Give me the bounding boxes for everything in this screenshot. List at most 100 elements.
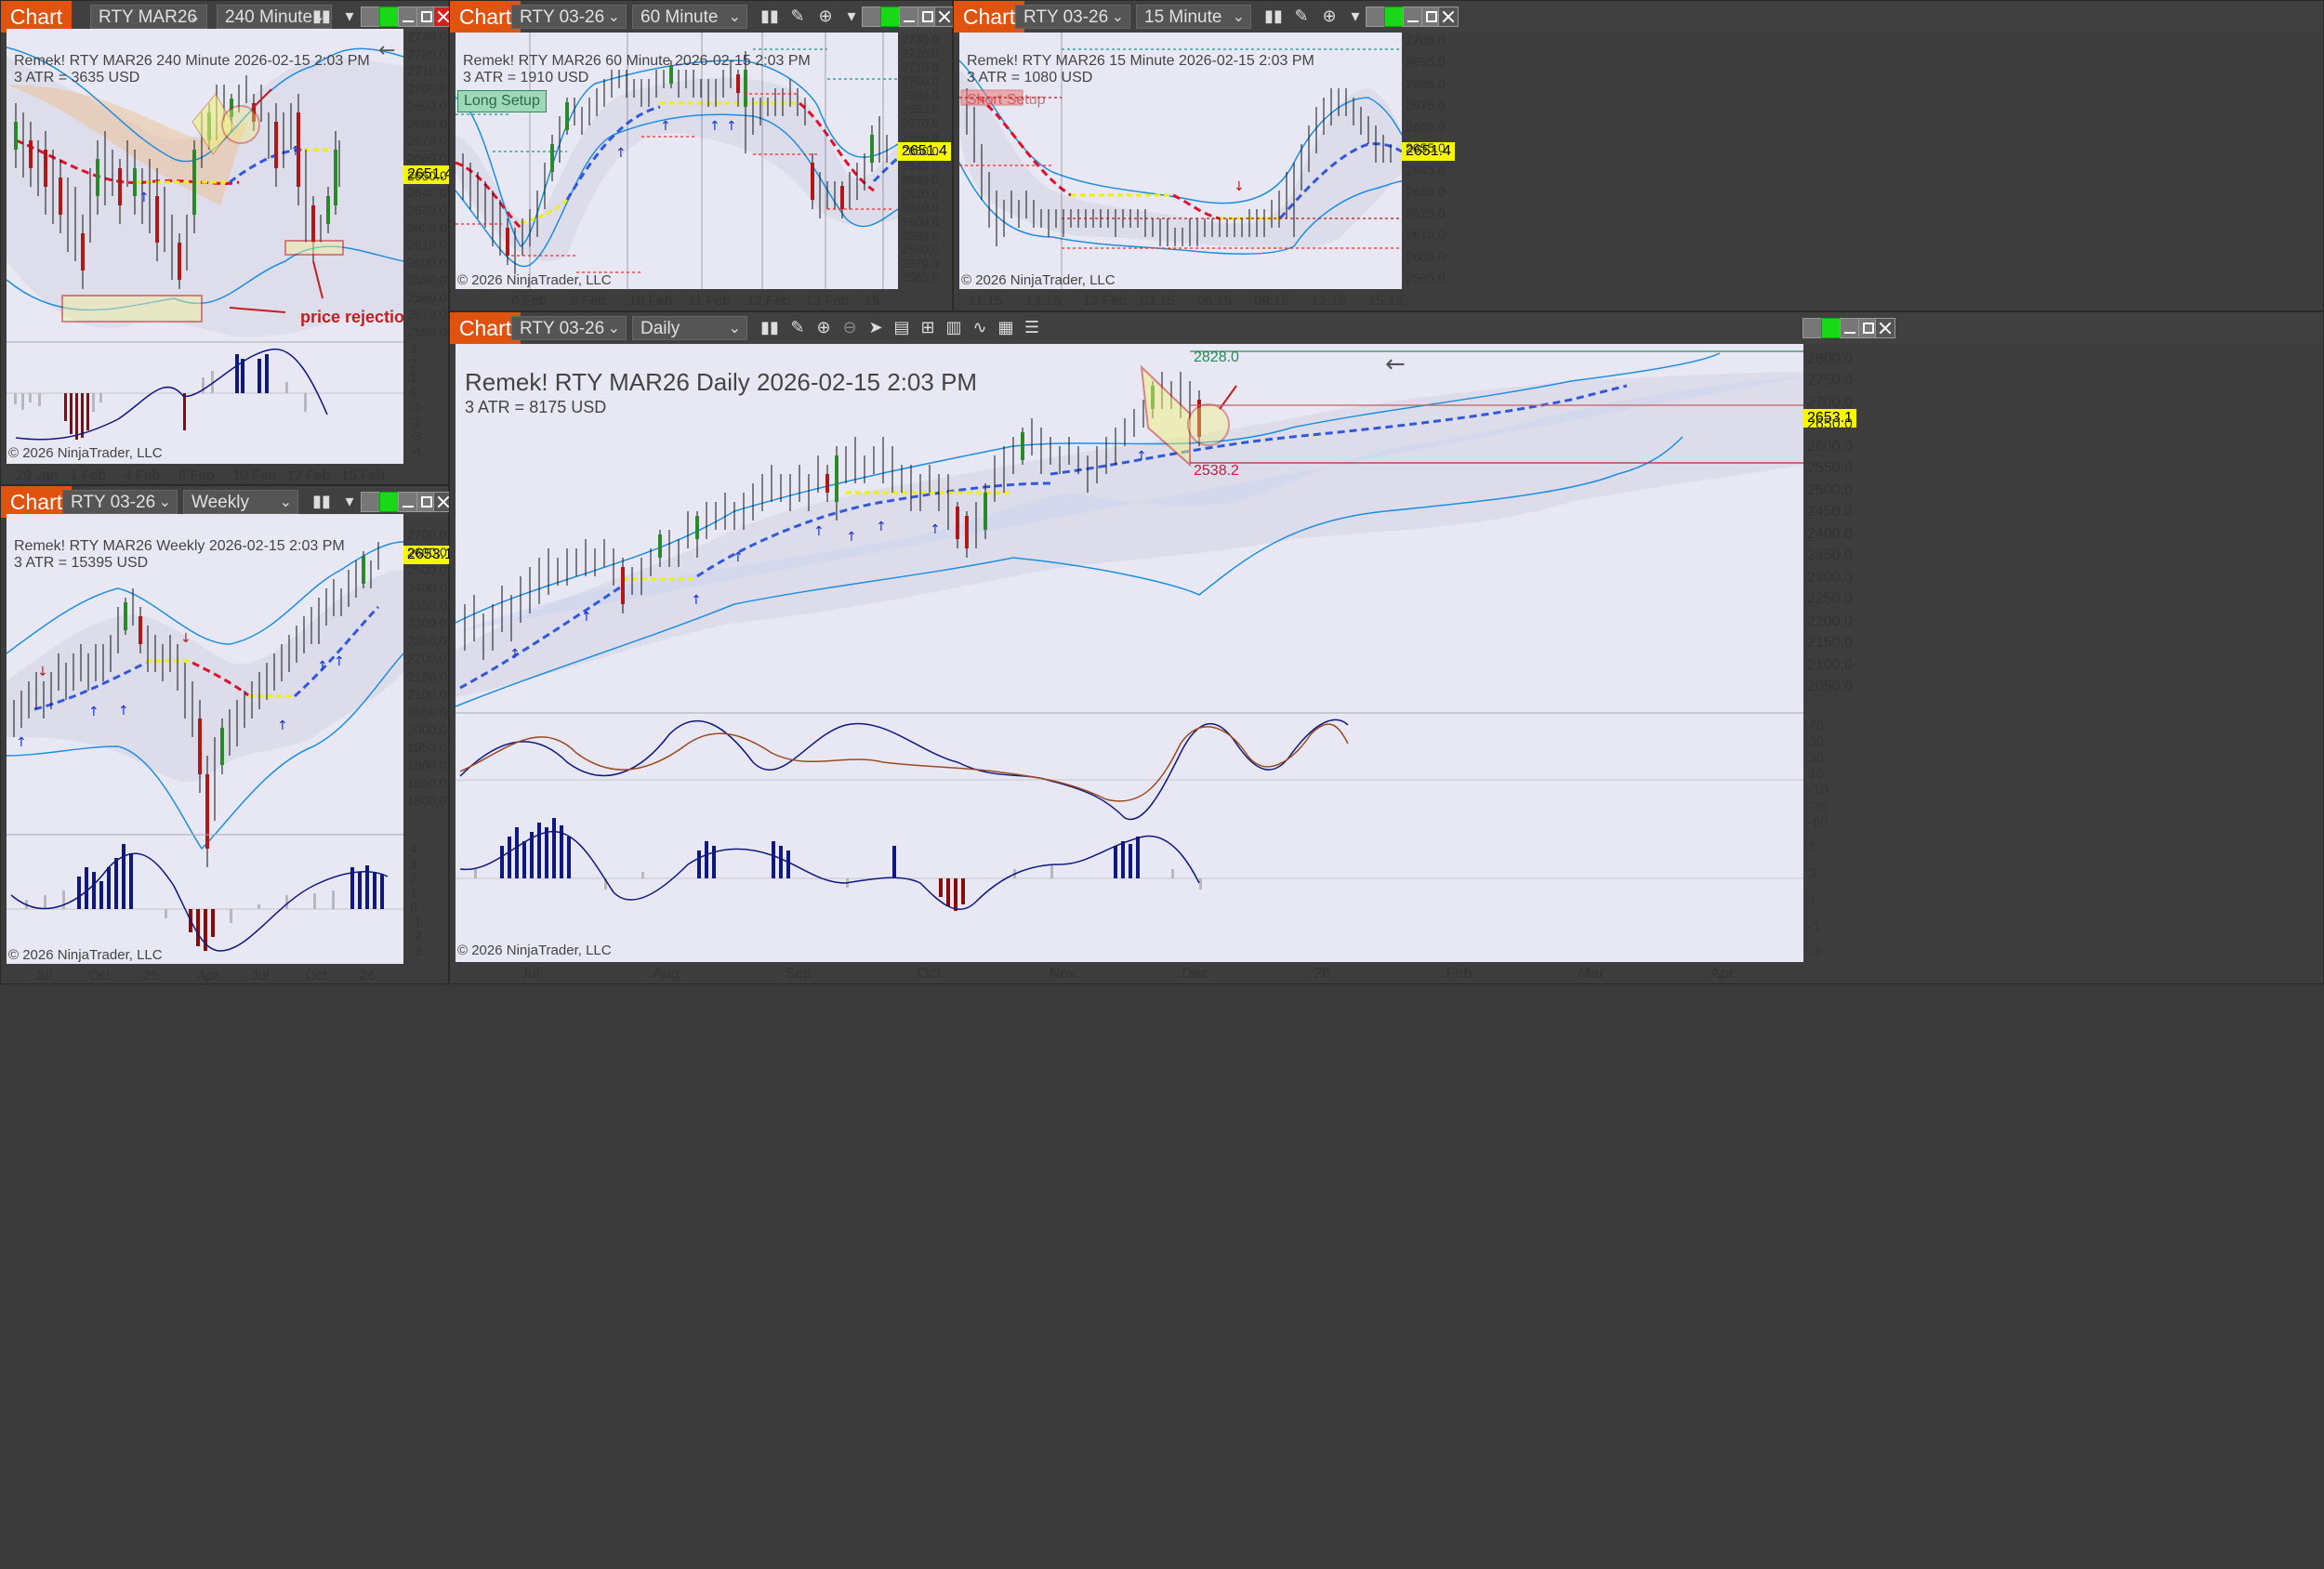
link-color-button[interactable] bbox=[1802, 318, 1823, 338]
close-button[interactable] bbox=[934, 7, 955, 27]
oscillator-tick-label: 50 bbox=[1809, 733, 1824, 749]
price-tick-label: 2685.0 bbox=[1406, 75, 1446, 91]
pointer-icon[interactable]: ➤ bbox=[868, 318, 883, 337]
interval-select[interactable]: 15 Minute ⌄ bbox=[1136, 5, 1251, 29]
chart-tab[interactable]: Chart bbox=[450, 312, 521, 344]
link-color-button[interactable] bbox=[862, 7, 882, 27]
interval-select[interactable]: Daily ⌄ bbox=[632, 316, 747, 340]
minimize-button[interactable] bbox=[398, 7, 418, 27]
chevron-down-icon: ⌄ bbox=[607, 321, 620, 336]
instrument-select[interactable]: RTY 03-26 ⌄ bbox=[511, 5, 627, 29]
zoom-in-icon[interactable]: ⊕ bbox=[816, 318, 831, 337]
price-tick-label: 2650.0 bbox=[1807, 416, 1853, 433]
instrument-select[interactable]: RTY 03-26 ⌄ bbox=[511, 316, 627, 340]
minimize-button[interactable] bbox=[398, 492, 418, 512]
interval-select[interactable]: Weekly ⌄ bbox=[183, 490, 298, 514]
oscillator-tick-label: 3 bbox=[410, 341, 417, 356]
chart-tab[interactable]: Chart bbox=[450, 1, 521, 33]
histogram bbox=[14, 354, 307, 440]
draw-tool-icon[interactable]: ✎ bbox=[790, 7, 805, 26]
bar-type-icon[interactable]: ▮▮ bbox=[760, 318, 779, 337]
chart-tab[interactable]: Chart bbox=[1, 1, 72, 33]
time-axis[interactable]: Jul Aug Sep Oct Nov Dec 26 Feb Mar Apr bbox=[456, 962, 1803, 985]
properties-icon[interactable]: ⊞ bbox=[920, 318, 935, 337]
time-axis[interactable]: 11:15 14:15 13 Feb 03:15 06:15 09:15 12:15 15:1… bbox=[959, 289, 1404, 312]
zoom-out-icon[interactable]: ⊖ bbox=[842, 318, 857, 337]
price-panel[interactable]: ↑ ↑ ↑ ↑ Remek! RTY MAR26 60 Minute 2026-… bbox=[456, 33, 898, 289]
price-axis[interactable]: 2653.1 2800.0 2750.0 2700.0 2650.0 2600.0 255… bbox=[1803, 344, 1861, 962]
link-color-button[interactable] bbox=[361, 7, 381, 27]
draw-tool-icon[interactable]: ✎ bbox=[790, 318, 805, 337]
chart-window-240min: Chart RTY MAR26 ⌄ 240 Minute ⌄ ▮▮ ▾ bbox=[0, 0, 456, 486]
price-tick-label: 2600.0 bbox=[902, 214, 939, 229]
link-color-button[interactable] bbox=[1366, 7, 1386, 27]
data-box-icon[interactable]: ▤ bbox=[893, 318, 910, 337]
maximize-button[interactable] bbox=[1858, 318, 1879, 338]
price-axis[interactable]: 2651.4 2730.0 2720.0 2710.0 2700.0 2690.0 268… bbox=[898, 33, 954, 289]
instrument-select[interactable]: RTY MAR26 ⌄ bbox=[90, 5, 207, 29]
price-axis[interactable]: 2651.4 2730.0 2720.0 2710.0 2700.0 2690.0 268… bbox=[403, 29, 456, 464]
instrument-select[interactable]: RTY 03-26 ⌄ bbox=[1015, 5, 1130, 29]
close-button[interactable] bbox=[1438, 7, 1459, 27]
link-green-button[interactable] bbox=[880, 7, 901, 27]
time-tick-label: 11 Feb bbox=[688, 293, 731, 309]
list-icon[interactable]: ☰ bbox=[1023, 318, 1040, 337]
price-tick-label: 2610.0 bbox=[902, 200, 939, 215]
indicators-icon[interactable]: ▥ bbox=[945, 318, 962, 337]
time-axis[interactable]: Jul Oct 25 Apr Jul Oct 26 bbox=[7, 964, 403, 985]
oscillator-tick-label: -2 bbox=[410, 929, 422, 944]
bar-type-icon[interactable]: ▮▮ bbox=[760, 7, 779, 26]
price-panel[interactable]: ↑ ↑ ↑ ↑ ↑ ↑ ↑ ↑ ↑ ← bbox=[456, 344, 1803, 962]
price-panel[interactable]: ↑ ↑ ← Remek! RTY MAR26 240 Minute 2026-0… bbox=[7, 29, 403, 464]
interval-select[interactable]: 60 Minute ⌄ bbox=[632, 5, 747, 29]
dropdown-arrow-icon[interactable]: ▾ bbox=[345, 492, 354, 511]
bar-type-icon[interactable]: ▮▮ bbox=[1264, 7, 1283, 26]
price-axis[interactable]: 2653.1 2700.0 2600.0 2500.0 2400.0 2350.0 230… bbox=[403, 514, 456, 964]
maximize-button[interactable] bbox=[416, 492, 437, 512]
price-tick-label: 2625.0 bbox=[1406, 205, 1446, 221]
price-tick-label: 2050.0 bbox=[407, 704, 447, 719]
price-panel[interactable]: ↑ ↑ ↑ ↑ ↑ ↑ ↓ ↓ Remek! RTY MAR26 Weekly … bbox=[7, 514, 403, 964]
instrument-select[interactable]: RTY 03-26 ⌄ bbox=[62, 490, 178, 514]
strategies-icon[interactable]: ∿ bbox=[972, 318, 987, 337]
price-tag: 2651.4 bbox=[1402, 142, 1455, 161]
link-green-button[interactable] bbox=[1384, 7, 1405, 27]
price-tick-label: 2600.0 bbox=[1807, 438, 1853, 455]
link-green-button[interactable] bbox=[1821, 318, 1842, 338]
dropdown-arrow-icon[interactable]: ▾ bbox=[345, 7, 354, 26]
minimize-button[interactable] bbox=[899, 7, 919, 27]
minimize-button[interactable] bbox=[1840, 318, 1860, 338]
time-tick-label: Sep bbox=[785, 966, 812, 982]
price-panel[interactable]: ↓ Remek! RTY MAR26 15 Minute 2026-02-15 … bbox=[959, 33, 1402, 289]
link-green-button[interactable] bbox=[379, 492, 400, 512]
back-arrow-icon: ← bbox=[378, 39, 395, 62]
templates-icon[interactable]: ▦ bbox=[997, 318, 1014, 337]
atr-label: 3 ATR = 1080 USD bbox=[967, 70, 1093, 86]
link-green-button[interactable] bbox=[379, 7, 400, 27]
bar-type-icon[interactable]: ▮▮ bbox=[312, 7, 331, 26]
time-axis[interactable]: 29 Jan 1 Feb 4 Feb 6 Feb 10 Feb 12 Feb 15 Feb bbox=[7, 464, 403, 486]
zoom-in-icon[interactable]: ⊕ bbox=[818, 7, 833, 26]
chart-tab[interactable]: Chart bbox=[954, 1, 1024, 33]
dropdown-arrow-icon[interactable]: ▾ bbox=[847, 7, 856, 26]
maximize-button[interactable] bbox=[918, 7, 938, 27]
dropdown-arrow-icon[interactable]: ▾ bbox=[1351, 7, 1360, 26]
bar-type-icon[interactable]: ▮▮ bbox=[312, 492, 331, 511]
chart-canvas: ↑ ↑ ↑ ↑ bbox=[456, 33, 898, 289]
close-button[interactable] bbox=[1875, 318, 1895, 338]
interval-select[interactable]: 240 Minute ⌄ bbox=[217, 5, 332, 29]
instrument-value: RTY 03-26 bbox=[71, 493, 156, 512]
minimize-button[interactable] bbox=[1403, 7, 1423, 27]
chart-tab[interactable]: Chart bbox=[1, 486, 72, 518]
price-axis[interactable]: 2651.4 2705.0 2695.0 2685.0 2675.0 2665.0 265… bbox=[1402, 33, 1458, 289]
draw-tool-icon[interactable]: ✎ bbox=[1294, 7, 1309, 26]
chevron-down-icon: ⌄ bbox=[607, 9, 620, 25]
maximize-button[interactable] bbox=[1421, 7, 1442, 27]
price-tick-label: 2695.0 bbox=[1406, 54, 1446, 70]
svg-text:↑: ↑ bbox=[846, 530, 857, 545]
price-tick-label: 2680.0 bbox=[407, 115, 447, 131]
link-color-button[interactable] bbox=[361, 492, 381, 512]
zoom-in-icon[interactable]: ⊕ bbox=[1322, 7, 1337, 26]
price-tick-label: 2670.0 bbox=[902, 116, 939, 131]
